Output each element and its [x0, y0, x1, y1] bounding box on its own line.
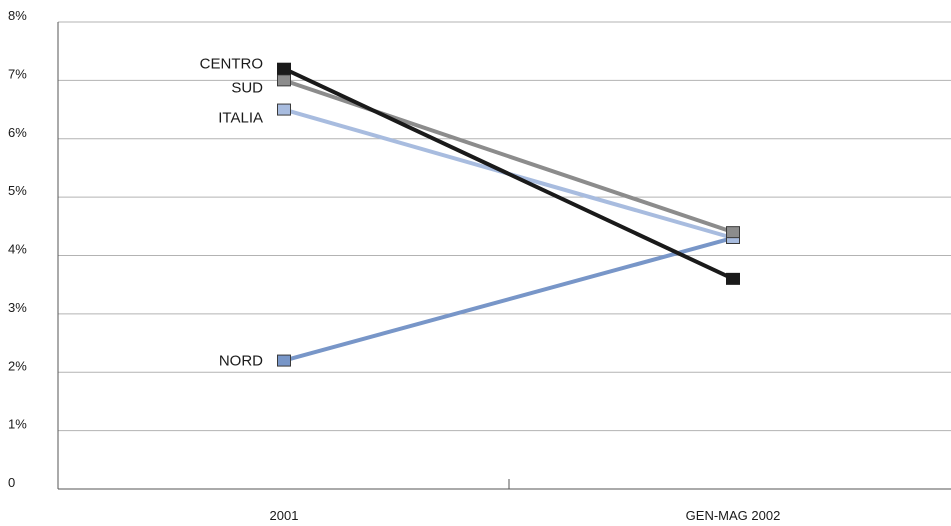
series-labels: CENTRO SUD ITALIA NORD [200, 56, 264, 370]
y-tick-label: 4% [8, 242, 27, 257]
series-lines [277, 62, 740, 367]
gridlines [58, 21, 951, 432]
data-point-marker [726, 272, 740, 285]
series-label-sud: SUD [231, 79, 263, 96]
data-point-marker [277, 62, 291, 75]
series-label-centro: CENTRO [200, 56, 263, 73]
series-line-centro [283, 66, 734, 281]
data-point-marker [277, 103, 291, 116]
data-point-marker [277, 354, 291, 367]
series-label-italia: ITALIA [218, 110, 263, 127]
series-label-nord: NORD [219, 353, 263, 370]
y-tick-label: 8% [8, 8, 27, 23]
data-point-marker [726, 226, 740, 239]
series-line-nord [283, 236, 734, 363]
y-tick-label: 6% [8, 125, 27, 140]
x-tick-label: GEN-MAG 2002 [686, 508, 781, 523]
y-tick-label: 1% [8, 417, 27, 432]
y-tick-label: 5% [8, 183, 27, 198]
data-point-marker [277, 74, 291, 87]
x-tick-label: 2001 [270, 508, 299, 523]
y-tick-label: 2% [8, 358, 27, 373]
y-tick-label: 3% [8, 300, 27, 315]
axes: 0 1% 2% 3% 4% 5% 6% 7% 8% 2001 GEN-MAG 2002 [8, 8, 951, 523]
series-line-sud [283, 78, 734, 235]
y-tick-label: 7% [8, 66, 27, 81]
y-tick-label: 0 [8, 475, 15, 490]
